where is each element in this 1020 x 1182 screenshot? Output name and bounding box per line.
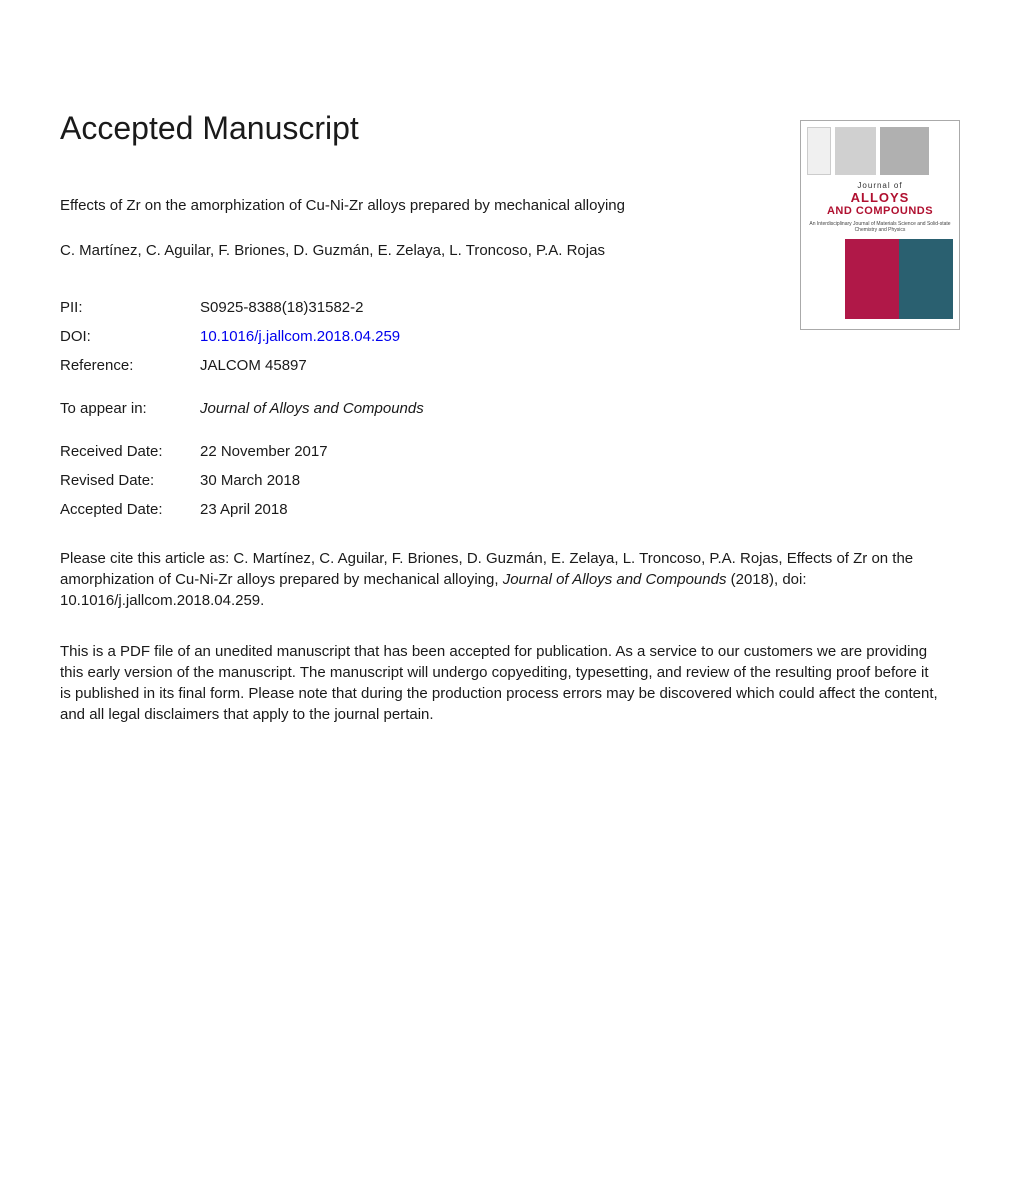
cover-title-alloys: ALLOYS [807,190,953,205]
cover-decor-bar [835,127,876,175]
cover-teal-block [899,239,953,319]
cover-red-block [845,239,899,319]
meta-value-reference: JALCOM 45897 [200,357,307,374]
meta-row-received: Received Date: 22 November 2017 [60,443,960,460]
metadata-table-appear: To appear in: Journal of Alloys and Comp… [60,400,960,417]
meta-value-received: 22 November 2017 [200,443,328,460]
cover-top-row [807,127,953,175]
cover-title-compounds: AND COMPOUNDS [807,205,953,217]
meta-row-doi: DOI: 10.1016/j.jallcom.2018.04.259 [60,328,960,345]
cover-issn-text [933,127,953,175]
citation-text: Please cite this article as: C. Martínez… [60,548,940,611]
meta-value-accepted: 23 April 2018 [200,501,288,518]
cover-decor-bar [880,127,929,175]
article-title: Effects of Zr on the amorphization of Cu… [60,197,760,214]
meta-row-appear: To appear in: Journal of Alloys and Comp… [60,400,960,417]
citation-journal: Journal of Alloys and Compounds [503,571,727,588]
publisher-logo-icon [807,127,831,175]
metadata-table-dates: Received Date: 22 November 2017 Revised … [60,443,960,518]
meta-row-accepted: Accepted Date: 23 April 2018 [60,501,960,518]
meta-value-revised: 30 March 2018 [200,472,300,489]
disclaimer-text: This is a PDF file of an unedited manusc… [60,641,940,725]
journal-cover-thumbnail: Journal of ALLOYS AND COMPOUNDS An Inter… [800,120,960,330]
meta-label: Revised Date: [60,472,200,489]
cover-editors-text [807,239,845,319]
meta-value-pii: S0925-8388(18)31582-2 [200,299,363,316]
meta-row-revised: Revised Date: 30 March 2018 [60,472,960,489]
doi-link[interactable]: 10.1016/j.jallcom.2018.04.259 [200,328,400,345]
meta-label: DOI: [60,328,200,345]
meta-row-reference: Reference: JALCOM 45897 [60,357,960,374]
cover-title-block: Journal of ALLOYS AND COMPOUNDS [807,181,953,217]
meta-label: Received Date: [60,443,200,460]
cover-subtitle: An Interdisciplinary Journal of Material… [807,221,953,233]
meta-label: Reference: [60,357,200,374]
meta-value-journal: Journal of Alloys and Compounds [200,400,424,417]
meta-label: PII: [60,299,200,316]
meta-label: To appear in: [60,400,200,417]
meta-label: Accepted Date: [60,501,200,518]
cover-journal-of: Journal of [807,181,953,190]
cover-bottom-row [807,239,953,319]
